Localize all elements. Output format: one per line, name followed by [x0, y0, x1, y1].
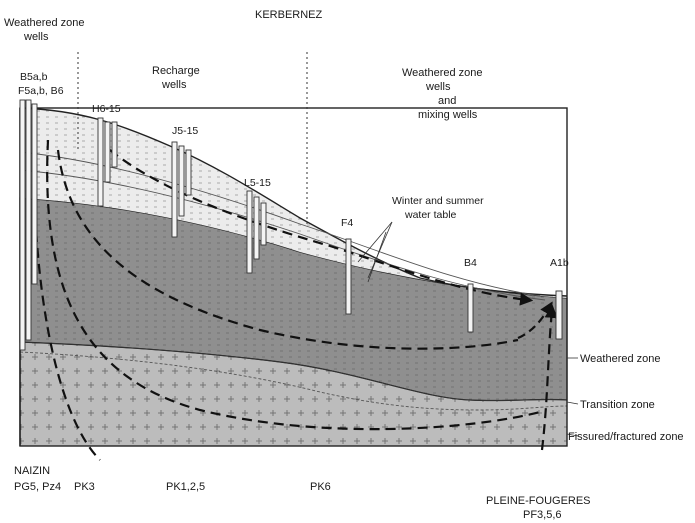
- well-group-h6: [97, 117, 118, 207]
- label-recharge-2: wells: [161, 79, 187, 91]
- label-well-a1b: A1b: [550, 257, 569, 269]
- label-weathered-right-3: and: [438, 95, 456, 107]
- leader-fissured: [566, 433, 579, 437]
- label-pk6: PK6: [310, 481, 331, 493]
- title-kerbernez: KERBERNEZ: [255, 9, 323, 21]
- label-well-f5: F5a,b, B6: [18, 85, 64, 97]
- flow-path-upwelling: [540, 304, 558, 451]
- label-well-b4: B4: [464, 257, 477, 269]
- label-well-b5: B5a,b: [20, 71, 48, 83]
- flow-path-mid: [56, 149, 519, 350]
- label-water-table-1: Winter and summer: [392, 195, 484, 207]
- well-b4: [467, 283, 474, 333]
- label-naizin: NAIZIN: [14, 465, 50, 477]
- label-water-table-2: water table: [404, 209, 457, 221]
- flow-path-shallow: [109, 149, 534, 306]
- label-weathered-left-2: wells: [23, 31, 49, 43]
- well-a1b: [555, 290, 563, 340]
- unsaturated-zone-body: [20, 108, 567, 298]
- well-group-l5: [246, 190, 267, 274]
- label-pf356: PF3,5,6: [523, 509, 562, 521]
- label-fissured-zone: Fissured/fractured zone: [568, 431, 684, 443]
- well-group-j5: [171, 141, 192, 238]
- label-well-j5: J5-15: [172, 125, 198, 137]
- water-table-callout-3: [367, 231, 387, 283]
- label-pg5: PG5, Pz4: [14, 481, 61, 493]
- label-well-h6: H6-15: [92, 103, 121, 115]
- well-group-b5: [19, 99, 38, 351]
- label-weathered-right-4: mixing wells: [418, 109, 478, 121]
- label-well-f4: F4: [341, 217, 353, 229]
- label-well-l5: L5-15: [244, 177, 271, 189]
- winter-water-table: [19, 151, 541, 297]
- leader-transition: [566, 401, 579, 405]
- flow-path-deep: [46, 139, 541, 431]
- label-transition-zone: Transition zone: [580, 399, 655, 411]
- label-weathered-right-2: wells: [425, 81, 451, 93]
- label-weathered-right-1: Weathered zone: [402, 67, 483, 79]
- transition-zone-boundary: [19, 341, 568, 402]
- label-pk125: PK1,2,5: [166, 481, 205, 493]
- label-pk3: PK3: [74, 481, 95, 493]
- fissured-zone-boundary: [19, 351, 568, 411]
- label-weathered-left-1: Weathered zone: [4, 17, 85, 29]
- well-f4: [345, 238, 352, 315]
- water-table-callout-2: [367, 221, 393, 279]
- summer-water-table: [19, 169, 546, 301]
- label-recharge-1: Recharge: [152, 65, 200, 77]
- label-pleine-fougeres: PLEINE-FOUGERES: [486, 495, 591, 507]
- flow-path-upwelling-2: [517, 301, 553, 340]
- water-table-callout-1: [357, 221, 393, 263]
- label-weathered-zone: Weathered zone: [580, 353, 661, 365]
- fissured-zone-body: [20, 342, 567, 446]
